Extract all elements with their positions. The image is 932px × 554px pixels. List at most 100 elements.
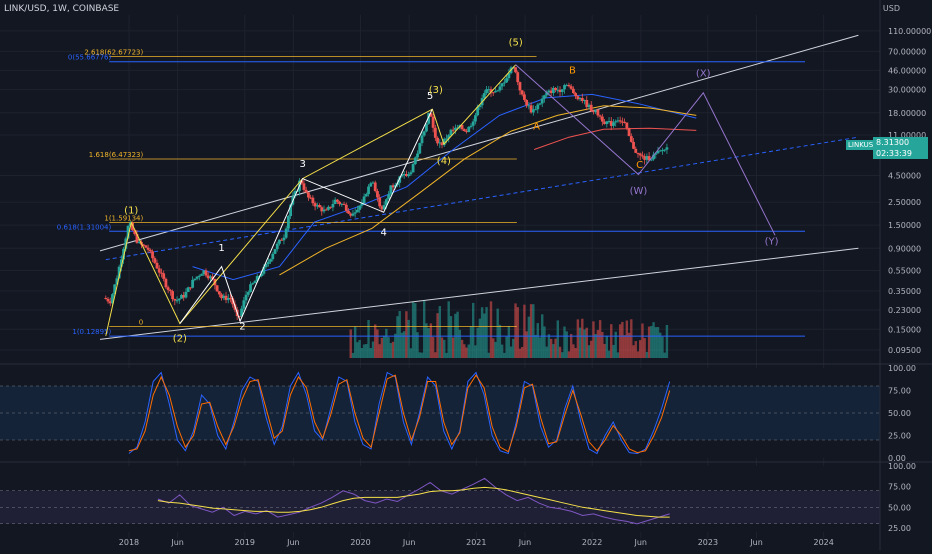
- volume-bar: [402, 331, 406, 358]
- candle-body: [460, 125, 464, 130]
- time-axis[interactable]: 2018 Jun 2019 Jun 2020 Jun 2021 Jun 2022 Jun 2023 J…: [119, 538, 834, 547]
- candle-body: [656, 151, 660, 154]
- candle-body: [618, 120, 622, 122]
- candle-body: [313, 203, 317, 207]
- rsi-panel: 100.00 75.00 50.00 25.00: [0, 461, 932, 533]
- candle-body: [358, 205, 362, 210]
- candle-body: [175, 300, 179, 302]
- volume-bar: [527, 316, 531, 358]
- volume-bar: [396, 316, 399, 358]
- candle-body: [162, 273, 166, 279]
- volume-bar: [434, 352, 437, 358]
- candle-body: [351, 213, 355, 216]
- candle-body: [654, 153, 658, 155]
- candle-body: [137, 241, 141, 243]
- candle-body: [578, 97, 582, 100]
- price-tick-label: 0.35000: [888, 287, 921, 296]
- volume-bar: [463, 344, 466, 358]
- volume-bar: [429, 323, 433, 358]
- price-tick-label: 30.00000: [888, 86, 926, 95]
- time-tick-label: Jun: [170, 538, 184, 547]
- price-tick-label: 0.09500: [888, 346, 921, 355]
- candle-body: [293, 191, 297, 197]
- candle-body: [340, 203, 344, 205]
- candle-body: [663, 149, 667, 151]
- elliott-wave-paths[interactable]: [105, 64, 776, 336]
- moving-average-line: [534, 127, 697, 150]
- price-tick-label: 110.00000: [888, 27, 931, 36]
- price-axis[interactable]: 110.00000 70.00000 46.00000 30.00000 18.0000…: [879, 0, 931, 550]
- candle-body: [491, 92, 495, 94]
- fib-level-label: 1.618(6.47323): [89, 151, 144, 159]
- candle-body: [445, 138, 448, 140]
- candle-body: [558, 89, 562, 93]
- candle-body: [251, 283, 255, 285]
- volume-bar: [431, 337, 435, 358]
- candle-body: [620, 121, 624, 123]
- candle-body: [302, 183, 306, 190]
- wave-labels: (1) (2) 1 2 3 4 5(3) (4) (5) A B C (W) (X) (Y): [124, 37, 778, 344]
- volume-bar: [423, 300, 426, 358]
- volume-bar: [612, 344, 615, 358]
- volume-bar: [507, 325, 511, 358]
- candle-body: [182, 294, 186, 298]
- candle-body: [111, 294, 114, 304]
- candle-body: [240, 308, 244, 317]
- volume-bar: [387, 337, 390, 358]
- volume-bar: [661, 336, 664, 358]
- candle-body: [543, 95, 546, 99]
- volume-bar: [389, 343, 393, 358]
- candle-body: [342, 203, 346, 205]
- candle-body: [643, 156, 647, 160]
- candle-body: [592, 111, 595, 113]
- candle-body: [311, 197, 315, 204]
- blue-level-label: 0.618(1.31004): [57, 223, 112, 231]
- candle-body: [275, 243, 279, 250]
- volume-bar: [514, 303, 517, 358]
- volume-bar: [656, 327, 660, 358]
- wave-label: (4): [437, 156, 451, 167]
- volume-bar: [471, 302, 475, 358]
- candle-body: [456, 127, 460, 129]
- wave-label: (X): [696, 69, 711, 80]
- volume-bar: [598, 320, 602, 358]
- volume-bar: [505, 336, 508, 358]
- candle-body: [304, 189, 308, 193]
- candle-body: [425, 123, 428, 132]
- candle-body: [115, 278, 119, 285]
- volume-bar: [469, 326, 473, 358]
- candle-body: [652, 154, 655, 160]
- last-price: 8.31300: [876, 138, 910, 147]
- volume-bar: [663, 352, 666, 358]
- fib-levels[interactable]: 2.618(62.67723)1.618(6.47323)1(1.59134)0…: [57, 48, 805, 337]
- candle-body: [431, 116, 435, 128]
- volume-bar: [351, 352, 355, 358]
- volume-bar: [362, 344, 366, 358]
- candle-body: [476, 107, 480, 116]
- candle-body: [565, 84, 569, 86]
- wave-label: 4: [380, 227, 386, 238]
- candle-body: [478, 105, 482, 108]
- candle-body: [636, 152, 640, 154]
- volume-bar: [420, 352, 424, 358]
- candle-body: [420, 135, 424, 144]
- volume-bar: [391, 341, 395, 358]
- candle-body: [474, 115, 477, 122]
- candle-body: [612, 122, 615, 126]
- candle-body: [195, 276, 199, 279]
- candle-body: [616, 120, 620, 122]
- candle-body: [157, 268, 161, 273]
- candle-body: [416, 153, 419, 158]
- rsi-tick-label: 25.00: [888, 524, 911, 533]
- candle-body: [567, 84, 571, 87]
- volume-bar: [574, 348, 577, 358]
- currency-label: USD: [882, 4, 900, 13]
- candle-body: [300, 180, 304, 184]
- candle-body: [246, 292, 250, 295]
- time-tick-label: 2022: [582, 538, 602, 547]
- candle-body: [289, 204, 293, 217]
- channel-lines[interactable]: [99, 34, 859, 340]
- time-tick-label: 2024: [814, 538, 834, 547]
